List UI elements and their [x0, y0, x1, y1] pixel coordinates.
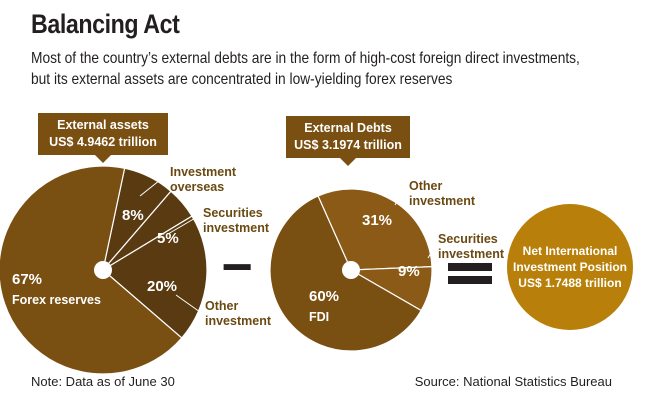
pie-slice	[317, 188, 433, 271]
callout-text: External assets	[57, 118, 149, 132]
slice-value-label: 60%	[309, 288, 339, 305]
equals-operator	[448, 276, 492, 284]
pie-center-dot	[342, 261, 360, 279]
net-position-label: Investment Position	[513, 260, 627, 274]
leader-line	[175, 294, 201, 313]
slice-value-label: 8%	[122, 207, 144, 224]
slice-name-label: investment	[409, 194, 476, 208]
slice-name-label: FDI	[309, 310, 329, 324]
slice-name-label: investment	[203, 221, 270, 235]
slice-value-label: 5%	[157, 230, 179, 247]
slice-value-label: 31%	[362, 212, 392, 229]
slice-name-label: investment	[438, 247, 505, 261]
equals-operator	[448, 263, 492, 271]
minus-operator: −	[221, 237, 253, 297]
slice-name-label: Other	[409, 179, 442, 193]
source-note: Source: National Statistics Bureau	[414, 374, 612, 389]
pie-slice	[101, 215, 208, 339]
pie-center-dot	[94, 261, 112, 279]
chart-title: Balancing Act	[31, 9, 180, 39]
leader-line	[167, 216, 198, 235]
callout-text: External Debts	[304, 121, 392, 135]
net-position-label: Net International	[523, 244, 618, 258]
slice-name-label: Investment	[170, 165, 237, 179]
debts-callout: External Debts US$ 3.1974 trillion	[286, 116, 410, 166]
callout-text: US$ 4.9462 trillion	[49, 135, 157, 149]
slice-name-label: investment	[205, 314, 272, 328]
callout-text: US$ 3.1974 trillion	[294, 138, 402, 152]
leader-line	[394, 191, 404, 206]
subtitle-line-1: Most of the country’s external debts are…	[31, 50, 580, 67]
slice-name-label: overseas	[170, 180, 224, 194]
leader-line	[139, 175, 166, 197]
net-position-circle	[507, 204, 633, 330]
assets-callout: External assets US$ 4.9462 trillion	[38, 113, 168, 163]
slice-name-label: Securities	[203, 206, 263, 220]
slice-value-label: 67%	[12, 271, 42, 288]
slice-name-label: Securities	[438, 232, 498, 246]
slice-name-label: Forex reserves	[12, 293, 101, 307]
slice-value-label: 9%	[398, 263, 420, 280]
subtitle-line-2: but its external assets are concentrated…	[31, 71, 453, 88]
leader-line	[427, 244, 437, 259]
pie-slice	[0, 165, 183, 375]
slice-value-label: 20%	[147, 278, 177, 295]
footnote: Note: Data as of June 30	[31, 374, 175, 389]
slice-name-label: Other	[205, 299, 238, 313]
net-position-label: US$ 1.7488 trillion	[518, 276, 621, 290]
